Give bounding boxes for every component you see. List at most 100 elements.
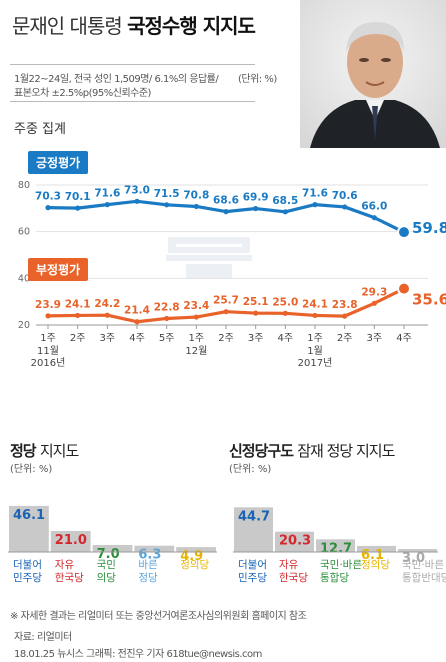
bar-category-label: 국민·바른: [320, 559, 362, 571]
party-support-title-bold: 정당: [10, 442, 37, 460]
page-title: 문재인 대통령 국정수행 지지도: [12, 10, 256, 39]
data-label: 24.1: [302, 298, 328, 310]
data-label: 70.3: [35, 191, 61, 203]
y-tick-label: 40: [18, 273, 30, 284]
bar-category-label: 정의당: [180, 559, 209, 571]
x-tick-label: 1주: [307, 333, 323, 344]
x-group-month: 1월: [307, 345, 323, 357]
x-group-year: 2016년: [31, 357, 66, 369]
bar-category-label: 국민: [97, 559, 116, 571]
bar-category-label: 정당: [138, 572, 158, 584]
survey-info-line2: 표본오차 ±2.5%p(95%신뢰수준): [14, 88, 151, 99]
bar-value-label: 21.0: [55, 533, 87, 548]
new-party-support-unit: (단위: %): [229, 464, 272, 475]
data-point: [397, 281, 411, 296]
data-label: 23.4: [183, 300, 209, 312]
bar: [92, 545, 133, 552]
data-point: [342, 313, 348, 319]
data-label: 68.6: [213, 195, 239, 207]
data-point: [75, 205, 81, 211]
bar-value-label: 4.9: [180, 549, 203, 564]
bar-category-label: 자유: [279, 559, 299, 571]
data-label: 23.9: [35, 299, 61, 311]
final-value-label: 59.8%: [412, 219, 446, 237]
data-label: 22.8: [154, 301, 180, 313]
portrait-image: [300, 0, 446, 148]
data-point: [282, 310, 288, 316]
y-tick-label: 80: [18, 180, 30, 191]
data-point: [397, 225, 411, 240]
data-point: [134, 319, 140, 325]
party-support-title: 정당 지지도: [10, 440, 79, 461]
data-label: 66.0: [361, 201, 387, 213]
x-tick-label: 2주: [337, 333, 353, 344]
data-point: [223, 209, 229, 215]
new-party-support-title-bold: 신정당구도: [229, 442, 294, 460]
bar: [357, 545, 396, 552]
x-group-year: 2017년: [298, 357, 333, 369]
data-point: [253, 310, 259, 316]
data-label: 21.4: [124, 305, 150, 317]
final-value-label: 35.6%: [412, 291, 446, 309]
data-point: [223, 309, 229, 315]
data-label: 24.2: [94, 298, 120, 310]
bar-value-label: 3.0: [402, 551, 425, 566]
bar-category-label: 자유: [55, 559, 75, 571]
new-party-support-title: 신정당구도 잠재 정당 지지도: [229, 440, 395, 461]
negative-legend-badge: 부정평가: [28, 258, 89, 281]
data-point: [193, 203, 199, 210]
data-point: [164, 202, 170, 208]
bar-category-label: 국민·바른: [402, 559, 444, 571]
data-point: [312, 312, 318, 319]
data-point: [104, 202, 110, 208]
bar: [398, 549, 437, 552]
source: 자료: 리얼미터: [14, 632, 72, 643]
x-tick-label: 4주: [278, 333, 294, 344]
bar-category-label: 한국당: [55, 572, 84, 584]
data-point: [342, 204, 348, 210]
footnote: ※ 자세한 결과는 리얼미터 또는 중앙선거여론조사심의위원회 홈페이지 참조: [10, 611, 307, 622]
data-point: [45, 313, 51, 319]
x-tick-label: 2주: [70, 333, 86, 344]
bar: [134, 545, 175, 552]
data-point: [75, 312, 81, 319]
data-point: [371, 300, 377, 306]
data-label: 71.5: [154, 188, 180, 200]
bar: [275, 531, 314, 552]
credit: 18.01.25 뉴시스 그래픽: 전진우 기자 618tue@newsis.c…: [14, 649, 262, 660]
bar: [50, 531, 91, 552]
bar: [316, 539, 355, 552]
title-plain: 문재인 대통령: [12, 14, 123, 38]
data-point: [193, 314, 199, 320]
survey-info-line1: 1월22~24일, 전국 성인 1,509명/ 6.1%의 응답률/: [14, 74, 219, 85]
y-tick-label: 60: [18, 227, 30, 238]
x-tick-label: 4주: [129, 333, 145, 344]
party-support-unit: (단위: %): [10, 464, 53, 475]
data-label: 70.8: [183, 189, 209, 201]
x-group-month: 11월: [37, 345, 59, 357]
data-point: [134, 198, 140, 204]
data-label: 71.6: [302, 188, 328, 200]
data-point: [282, 209, 288, 215]
bar: [9, 505, 49, 552]
bar-category-label: 민주당: [13, 572, 42, 584]
data-point: [164, 315, 170, 322]
positive-legend-badge: 긍정평가: [28, 151, 89, 174]
data-label: 23.8: [332, 299, 358, 311]
x-tick-label: 3주: [367, 333, 383, 344]
section-label: 주중 집계: [14, 122, 66, 137]
x-tick-label: 3주: [248, 333, 264, 344]
bar-category-label: 바른: [138, 559, 158, 571]
x-tick-label: 1주: [40, 333, 56, 344]
bar: [234, 507, 273, 552]
bar-category-label: 정의당: [361, 559, 390, 571]
data-point: [253, 205, 259, 212]
data-label: 25.0: [272, 296, 298, 308]
data-point: [104, 312, 110, 318]
bar-category-label: 통합반대당: [402, 572, 446, 584]
title-divider: [10, 64, 255, 65]
x-tick-label: 4주: [396, 333, 412, 344]
party-support-title-plain: 지지도: [39, 442, 79, 460]
